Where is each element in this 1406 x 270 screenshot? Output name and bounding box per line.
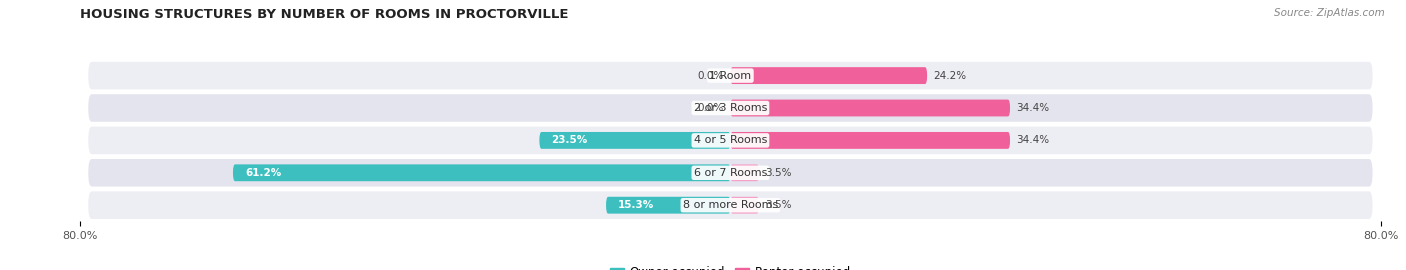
Text: 15.3%: 15.3% (619, 200, 655, 210)
FancyBboxPatch shape (89, 191, 1372, 219)
FancyBboxPatch shape (731, 100, 1010, 116)
FancyBboxPatch shape (606, 197, 731, 214)
FancyBboxPatch shape (731, 164, 759, 181)
Text: 3.5%: 3.5% (765, 168, 792, 178)
FancyBboxPatch shape (89, 94, 1372, 122)
Text: 0.0%: 0.0% (697, 103, 724, 113)
Text: HOUSING STRUCTURES BY NUMBER OF ROOMS IN PROCTORVILLE: HOUSING STRUCTURES BY NUMBER OF ROOMS IN… (80, 8, 568, 21)
FancyBboxPatch shape (731, 197, 759, 214)
FancyBboxPatch shape (731, 67, 927, 84)
Text: 6 or 7 Rooms: 6 or 7 Rooms (693, 168, 768, 178)
Text: 34.4%: 34.4% (1017, 103, 1050, 113)
FancyBboxPatch shape (89, 159, 1372, 187)
Text: Source: ZipAtlas.com: Source: ZipAtlas.com (1274, 8, 1385, 18)
Text: 24.2%: 24.2% (934, 70, 967, 81)
Legend: Owner-occupied, Renter-occupied: Owner-occupied, Renter-occupied (606, 263, 855, 270)
Text: 8 or more Rooms: 8 or more Rooms (683, 200, 778, 210)
FancyBboxPatch shape (731, 132, 1010, 149)
Text: 1 Room: 1 Room (710, 70, 751, 81)
Text: 0.0%: 0.0% (697, 70, 724, 81)
FancyBboxPatch shape (89, 62, 1372, 89)
Text: 34.4%: 34.4% (1017, 135, 1050, 146)
Text: 2 or 3 Rooms: 2 or 3 Rooms (693, 103, 768, 113)
Text: 61.2%: 61.2% (245, 168, 281, 178)
Text: 4 or 5 Rooms: 4 or 5 Rooms (693, 135, 768, 146)
FancyBboxPatch shape (233, 164, 731, 181)
Text: 3.5%: 3.5% (765, 200, 792, 210)
Text: 23.5%: 23.5% (551, 135, 588, 146)
FancyBboxPatch shape (89, 127, 1372, 154)
FancyBboxPatch shape (540, 132, 731, 149)
